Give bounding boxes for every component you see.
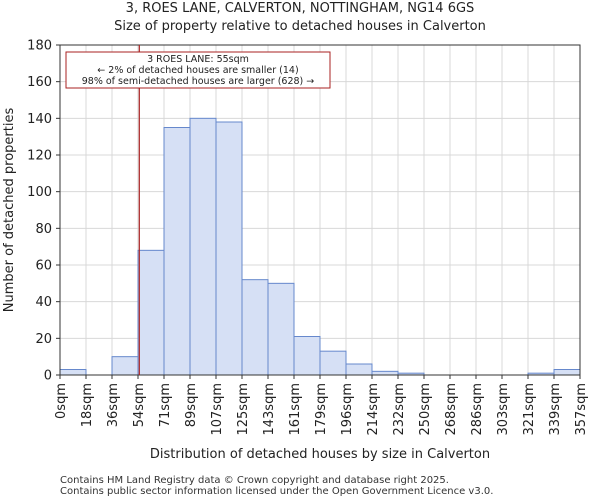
chart-subtitle: Size of property relative to detached ho… [114,19,486,34]
y-tick-label: 160 [27,75,52,90]
bar [241,279,269,376]
x-tick-label: 18sqm [80,383,95,427]
bar [319,350,347,376]
bar [293,336,321,376]
x-tick-label: 268sqm [444,383,459,436]
x-tick-label: 303sqm [496,383,511,436]
x-tick-label: 321sqm [522,383,537,436]
x-tick-label: 232sqm [392,383,407,436]
y-tick-label: 60 [35,259,52,274]
annotation-box [65,51,331,89]
y-tick-label: 140 [27,112,52,127]
bar [215,121,243,376]
bar [345,363,373,376]
x-tick-label: 125sqm [236,383,251,436]
bar [371,370,399,376]
x-tick-label: 107sqm [210,383,225,436]
y-tick-label: 40 [35,295,52,310]
bar [59,369,87,376]
x-tick-label: 214sqm [366,383,381,436]
footer-copyright: Contains HM Land Registry data © Crown c… [60,475,449,486]
annotation-line: 3 ROES LANE: 55sqm [147,54,249,65]
x-tick-label: 179sqm [314,383,329,436]
x-tick-label: 357sqm [574,383,589,436]
x-tick-label: 143sqm [262,383,277,436]
x-tick-label: 161sqm [288,383,303,436]
bar [137,249,165,376]
bar [553,369,581,376]
x-axis-label: Distribution of detached houses by size … [150,447,490,462]
y-axis-label: Number of detached properties [2,108,17,313]
x-tick-label: 196sqm [340,383,355,436]
y-tick-label: 80 [35,222,52,237]
y-tick-label: 120 [27,149,52,164]
annotation-line: 98% of semi-detached houses are larger (… [82,76,315,87]
x-tick-label: 54sqm [132,383,147,427]
y-tick-label: 20 [35,332,52,347]
y-tick-label: 180 [27,39,52,54]
x-tick-label: 286sqm [470,383,485,436]
y-tick-label: 100 [27,185,52,200]
x-tick-label: 71sqm [158,383,173,427]
x-tick-label: 250sqm [418,383,433,436]
x-tick-label: 0sqm [54,383,69,419]
bar [111,356,139,376]
bar [163,127,191,376]
bar [267,282,295,376]
footer-licence: Contains public sector information licen… [60,486,494,497]
chart-title: 3, ROES LANE, CALVERTON, NOTTINGHAM, NG1… [125,1,475,16]
y-tick-label: 0 [44,369,52,384]
x-tick-label: 36sqm [106,383,121,427]
x-tick-label: 89sqm [184,383,199,427]
bar [189,117,217,376]
annotation-line: ← 2% of detached houses are smaller (14) [97,65,298,76]
x-tick-label: 339sqm [548,383,563,436]
